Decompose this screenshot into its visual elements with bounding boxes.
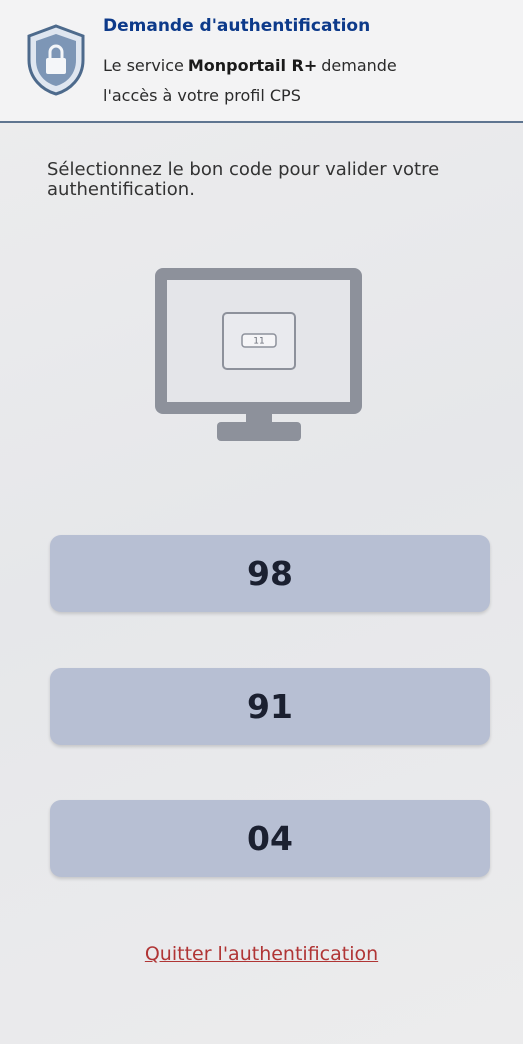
message-text: demande — [321, 56, 397, 75]
message-text: Le service — [103, 56, 184, 75]
code-button[interactable]: 91 — [50, 668, 490, 745]
auth-screen: Demande d'authentification Le serviceMon… — [0, 0, 523, 1044]
title: Demande d'authentification — [103, 16, 370, 36]
service-name: Monportail R+ — [188, 56, 317, 75]
instruction: Sélectionnez le bon code pour valider vo… — [47, 160, 487, 200]
code-button[interactable]: 04 — [50, 800, 490, 877]
code-button[interactable]: 98 — [50, 535, 490, 612]
message: l'accès à votre profil CPS — [103, 86, 301, 105]
screen-code: 11 — [253, 337, 264, 347]
shield-icon — [26, 24, 86, 96]
quit-link[interactable]: Quitter l'authentification — [0, 943, 523, 965]
monitor-illustration: 11 — [150, 265, 370, 445]
